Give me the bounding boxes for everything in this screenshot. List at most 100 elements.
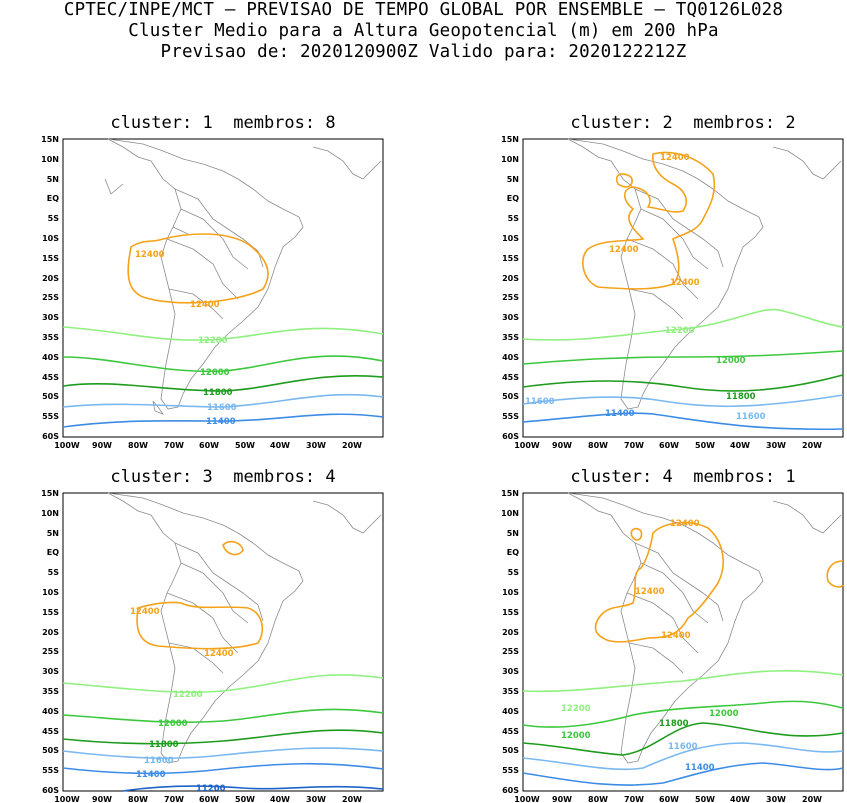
svg-text:60W: 60W <box>659 441 679 450</box>
svg-text:30S: 30S <box>502 667 519 676</box>
svg-text:15N: 15N <box>41 489 59 498</box>
svg-text:50W: 50W <box>695 441 715 450</box>
header-line-2: Cluster Medio para a Altura Geopotencial… <box>128 21 719 41</box>
svg-text:80W: 80W <box>588 795 608 803</box>
contour-11400 <box>522 762 844 786</box>
panel-1-frame <box>62 138 384 438</box>
panel-2-coastlines <box>567 138 842 410</box>
svg-text:20S: 20S <box>42 628 59 637</box>
panel-3-y-ticks: 15N 10N 5N EQ 5S 10S 15S 20S 25S 30S 35S… <box>41 489 59 795</box>
svg-text:12200: 12200 <box>198 336 228 346</box>
panel-4-members-label: membros: <box>693 467 776 487</box>
svg-text:10S: 10S <box>502 588 519 597</box>
svg-text:12200: 12200 <box>561 704 591 714</box>
svg-text:30W: 30W <box>766 441 786 450</box>
svg-text:55S: 55S <box>42 412 59 421</box>
svg-text:20W: 20W <box>342 795 362 803</box>
figure-header: CPTEC/INPE/MCT – PREVISAO DE TEMPO GLOBA… <box>0 0 847 63</box>
svg-text:5S: 5S <box>48 568 60 577</box>
svg-text:15N: 15N <box>41 135 59 144</box>
svg-text:70W: 70W <box>624 441 644 450</box>
contour-12000 <box>62 355 384 373</box>
svg-text:35S: 35S <box>42 687 59 696</box>
svg-text:11800: 11800 <box>659 719 689 729</box>
panel-3-cluster-value: 3 <box>202 467 213 487</box>
panel-2-title: cluster: 2 membros: 2 <box>523 113 843 133</box>
svg-text:11800: 11800 <box>203 388 233 398</box>
svg-text:80W: 80W <box>128 441 148 450</box>
svg-text:12200: 12200 <box>173 690 203 700</box>
svg-text:20W: 20W <box>802 795 822 803</box>
panel-1-y-ticks: 15N 10N 5N EQ 5S 10S 15S 20S 25S 30S 35S… <box>41 135 59 441</box>
contour-12400 <box>594 521 724 643</box>
svg-text:40S: 40S <box>502 353 519 362</box>
svg-text:25S: 25S <box>42 293 59 302</box>
svg-text:30S: 30S <box>42 667 59 676</box>
svg-text:30S: 30S <box>502 313 519 322</box>
svg-text:60W: 60W <box>199 441 219 450</box>
panel-4-frame <box>522 492 844 792</box>
svg-text:100W: 100W <box>54 441 80 450</box>
panel-4-contours <box>522 521 844 786</box>
svg-text:5S: 5S <box>508 568 520 577</box>
svg-text:100W: 100W <box>514 795 540 803</box>
header-line-1: CPTEC/INPE/MCT – PREVISAO DE TEMPO GLOBA… <box>63 0 784 20</box>
svg-text:EQ: EQ <box>47 194 59 203</box>
panel-2-y-ticks: 15N 10N 5N EQ 5S 10S 15S 20S 25S 30S 35S… <box>501 135 519 441</box>
svg-text:70W: 70W <box>164 441 184 450</box>
panel-2-members-label: membros: <box>693 113 776 133</box>
panel-3-x-ticks: 100W 90W 80W 70W 60W 50W 40W 30W 20W <box>54 795 362 803</box>
svg-text:60W: 60W <box>659 795 679 803</box>
svg-text:55S: 55S <box>502 412 519 421</box>
contour-12400-small <box>630 527 643 541</box>
svg-text:12400: 12400 <box>135 250 165 260</box>
svg-text:40S: 40S <box>42 707 59 716</box>
svg-text:5S: 5S <box>508 214 520 223</box>
svg-text:12400: 12400 <box>670 519 700 529</box>
svg-text:10N: 10N <box>41 155 59 164</box>
svg-text:10N: 10N <box>501 509 519 518</box>
svg-text:50S: 50S <box>42 392 59 401</box>
contour-11600 <box>62 747 384 760</box>
panel-4-cluster-label: cluster: <box>570 467 653 487</box>
svg-text:10N: 10N <box>501 155 519 164</box>
panel-4-x-ticks: 100W 90W 80W 70W 60W 50W 40W 30W 20W <box>514 795 822 803</box>
contour-11800 <box>522 722 844 756</box>
panel-4-y-ticks: 15N 10N 5N EQ 5S 10S 15S 20S 25S 30S 35S… <box>501 489 519 795</box>
svg-text:12000: 12000 <box>561 731 591 741</box>
panel-4-members-value: 1 <box>785 467 796 487</box>
svg-text:80W: 80W <box>128 795 148 803</box>
svg-text:20W: 20W <box>802 441 822 450</box>
svg-text:20S: 20S <box>502 628 519 637</box>
panel-2-contour-labels: 12400 12400 12400 12200 12000 11800 1160… <box>525 153 766 422</box>
svg-text:12400: 12400 <box>190 300 220 310</box>
contour-11400 <box>62 762 384 775</box>
svg-text:45S: 45S <box>42 727 59 736</box>
panel-2-cluster-label: cluster: <box>570 113 653 133</box>
contour-12400-small <box>615 173 633 188</box>
contour-12400 <box>127 233 269 304</box>
contour-12200 <box>522 308 844 341</box>
svg-text:60S: 60S <box>42 432 59 441</box>
panel-4-title: cluster: 4 membros: 1 <box>523 467 843 487</box>
svg-text:55S: 55S <box>502 766 519 775</box>
svg-text:50S: 50S <box>502 392 519 401</box>
svg-text:5N: 5N <box>507 529 519 538</box>
panel-4-contour-labels: 12400 12400 12400 12200 12000 12000 1180… <box>561 519 739 773</box>
svg-text:80W: 80W <box>588 441 608 450</box>
panel-3-members-label: membros: <box>233 467 316 487</box>
svg-text:5N: 5N <box>507 175 519 184</box>
contour-11400 <box>62 413 384 428</box>
panel-3-contours <box>62 540 384 792</box>
svg-text:5N: 5N <box>47 175 59 184</box>
contour-12400 <box>582 151 716 290</box>
contour-12400-small <box>222 540 244 556</box>
svg-text:40W: 40W <box>730 441 750 450</box>
contour-12200 <box>62 674 384 693</box>
svg-text:30W: 30W <box>766 795 786 803</box>
svg-text:100W: 100W <box>514 441 540 450</box>
svg-text:11400: 11400 <box>605 409 635 419</box>
